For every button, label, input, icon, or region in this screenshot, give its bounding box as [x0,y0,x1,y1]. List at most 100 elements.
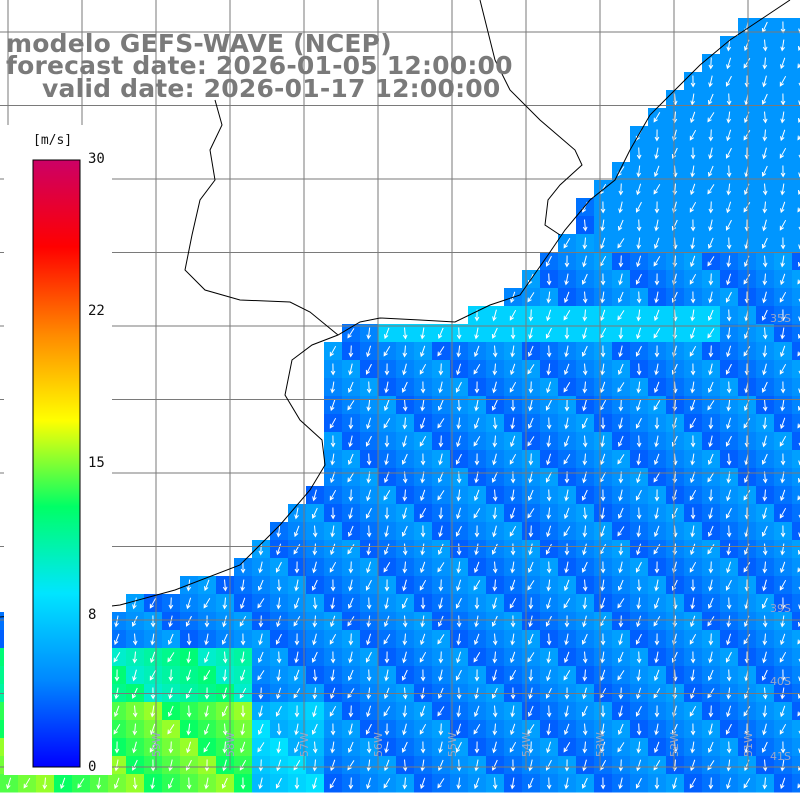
wind-arrow [510,417,515,430]
wind-arrow [689,273,697,285]
wind-arrow [420,399,425,412]
wind-arrow [330,543,336,556]
wind-arrow [672,399,678,412]
wind-arrow [474,669,480,682]
wind-cell [792,540,800,559]
wind-arrow [383,634,391,645]
wind-arrow [42,777,48,790]
wind-arrow [348,651,353,664]
wind-arrow [708,363,713,376]
wind-arrow [762,579,767,592]
wind-arrow [437,490,445,501]
wind-arrow [762,147,767,160]
wind-arrow [546,651,552,664]
wind-arrow [600,381,606,394]
wind-arrow [401,669,408,681]
wind-arrow [779,291,787,303]
wind-arrow [708,489,714,502]
wind-arrow [743,346,751,357]
wind-arrow [420,741,426,754]
wind-arrow [150,777,155,790]
wind-arrow [186,669,192,682]
wind-cell [792,774,800,793]
wind-arrow [654,273,660,286]
wind-arrow [618,615,624,628]
wind-arrow [438,381,443,394]
wind-arrow [456,759,462,772]
wind-arrow [726,615,732,628]
wind-cell [792,738,800,757]
wind-arrow [347,381,354,394]
wind-arrow [330,615,336,628]
wind-arrow [636,579,642,592]
wind-arrow [600,777,606,790]
wind-arrow [312,597,318,610]
wind-arrow [276,759,282,772]
wind-arrow [690,327,696,340]
wind-arrow [276,579,282,592]
wind-arrow [762,255,768,268]
wind-arrow [689,633,697,645]
wind-arrow [617,310,625,321]
wind-arrow [618,183,624,196]
wind-arrow [582,435,588,448]
wind-arrow [383,346,391,357]
wind-arrow [510,489,515,502]
wind-arrow [582,219,588,232]
wind-arrow [708,723,713,736]
wind-arrow [671,651,678,663]
wind-arrow [780,633,786,646]
wind-arrow [726,399,732,412]
wind-arrow [618,345,623,358]
wind-arrow [258,759,264,772]
wind-arrow [690,723,696,736]
wind-arrow [366,561,372,574]
wind-arrow [510,345,515,358]
wind-arrow [636,651,642,664]
wind-arrow [797,567,800,573]
wind-arrow [203,742,211,753]
wind-arrow [654,741,660,754]
wind-arrow [23,778,31,789]
wind-cell [792,378,800,397]
wind-arrow [564,399,570,412]
wind-arrow [239,615,247,627]
wind-arrow [780,399,785,412]
wind-arrow [312,777,317,790]
wind-arrow [690,291,696,304]
wind-arrow [581,633,588,645]
wind-arrow [564,651,570,664]
wind-arrow [654,561,660,574]
wind-arrow [564,273,569,286]
wind-arrow [780,669,786,682]
wind-arrow [780,597,786,610]
wind-arrow [654,597,660,610]
wind-arrow [653,400,661,411]
wind-arrow [617,598,625,609]
wind-arrow [528,669,534,682]
wind-arrow [294,525,300,538]
wind-arrow [797,63,800,69]
wind-arrow [275,705,282,717]
wind-arrow [438,579,444,592]
wind-arrow [257,598,265,609]
wind-arrow [672,183,678,196]
wind-arrow [617,219,624,232]
wind-arrow [402,579,407,592]
wind-arrow [689,489,697,501]
wind-arrow [762,219,767,232]
wind-arrow [563,526,571,537]
wind-arrow [240,651,245,664]
wind-arrow [582,381,588,394]
wind-arrow [690,399,696,412]
wind-arrow [114,705,120,718]
wind-arrow [689,417,697,429]
wind-arrow [762,201,768,214]
wind-cell [792,54,800,73]
wind-arrow [96,777,102,790]
wind-arrow [654,291,659,304]
wind-arrow [564,435,570,448]
wind-arrow [690,309,695,322]
wind-arrow [455,525,462,537]
wind-arrow [797,711,800,717]
